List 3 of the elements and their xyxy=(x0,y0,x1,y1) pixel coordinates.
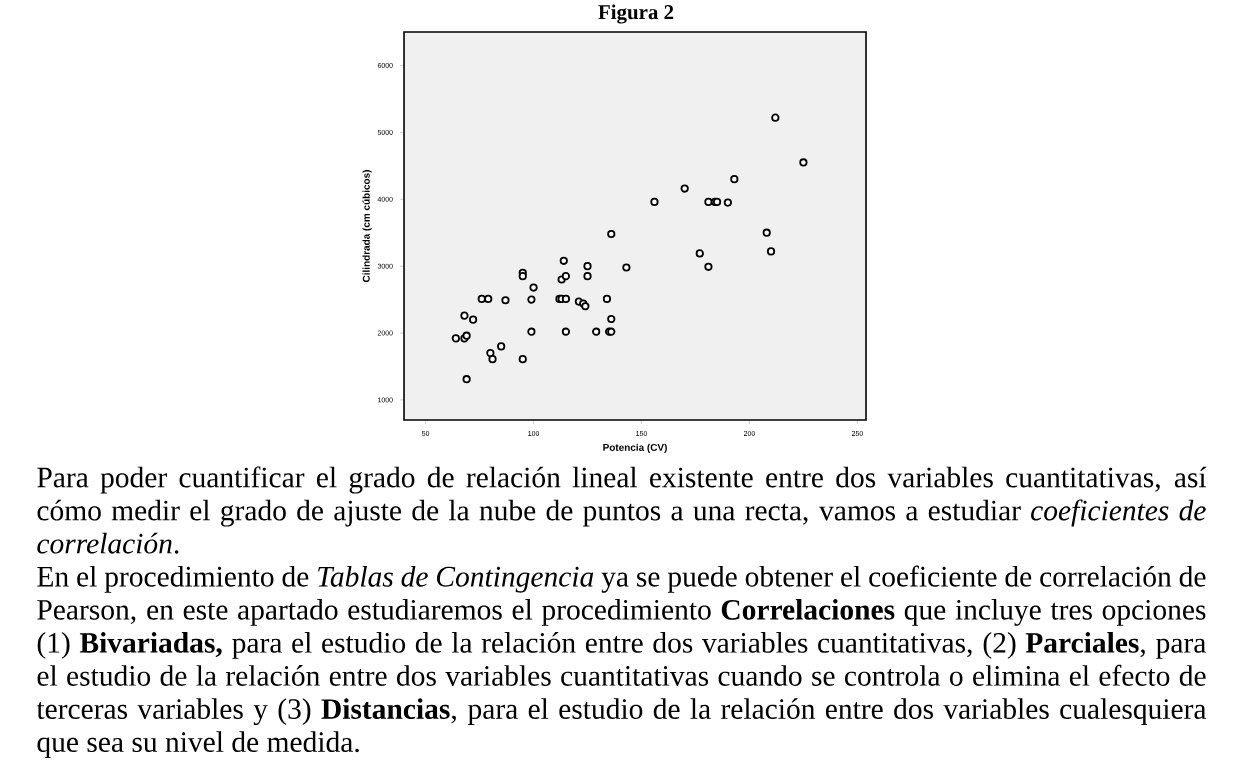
chart-title: Figura 2 xyxy=(598,4,674,24)
text: Para poder cuantificar el grado de relación lineal existente entre dos variables cuantitativas, así cómo medir el grado de ajuste de la nube de puntos a una recta, vamos a estudiar coeficientes de correlación. xyxy=(37,466,1207,554)
text: En el procedimiento de Tablas de Contingencia ya se puede obtener el coeficiente de correlación de Pearson, en este apartado estudiaremos el procedimiento Correlaciones que incluye tres opciones (1) Bivariadas, para el estudio de la relación entre dos variables cuantitativas, (2) Parciales, para el estudio de la relación entre dos variables cuantitativas cuando se controla o elimina el efecto de terceras variables y (3) Distancias, para el estudio de la relación entre dos variables cualesquiera que sea su nivel de medida. xyxy=(36,565,1207,759)
